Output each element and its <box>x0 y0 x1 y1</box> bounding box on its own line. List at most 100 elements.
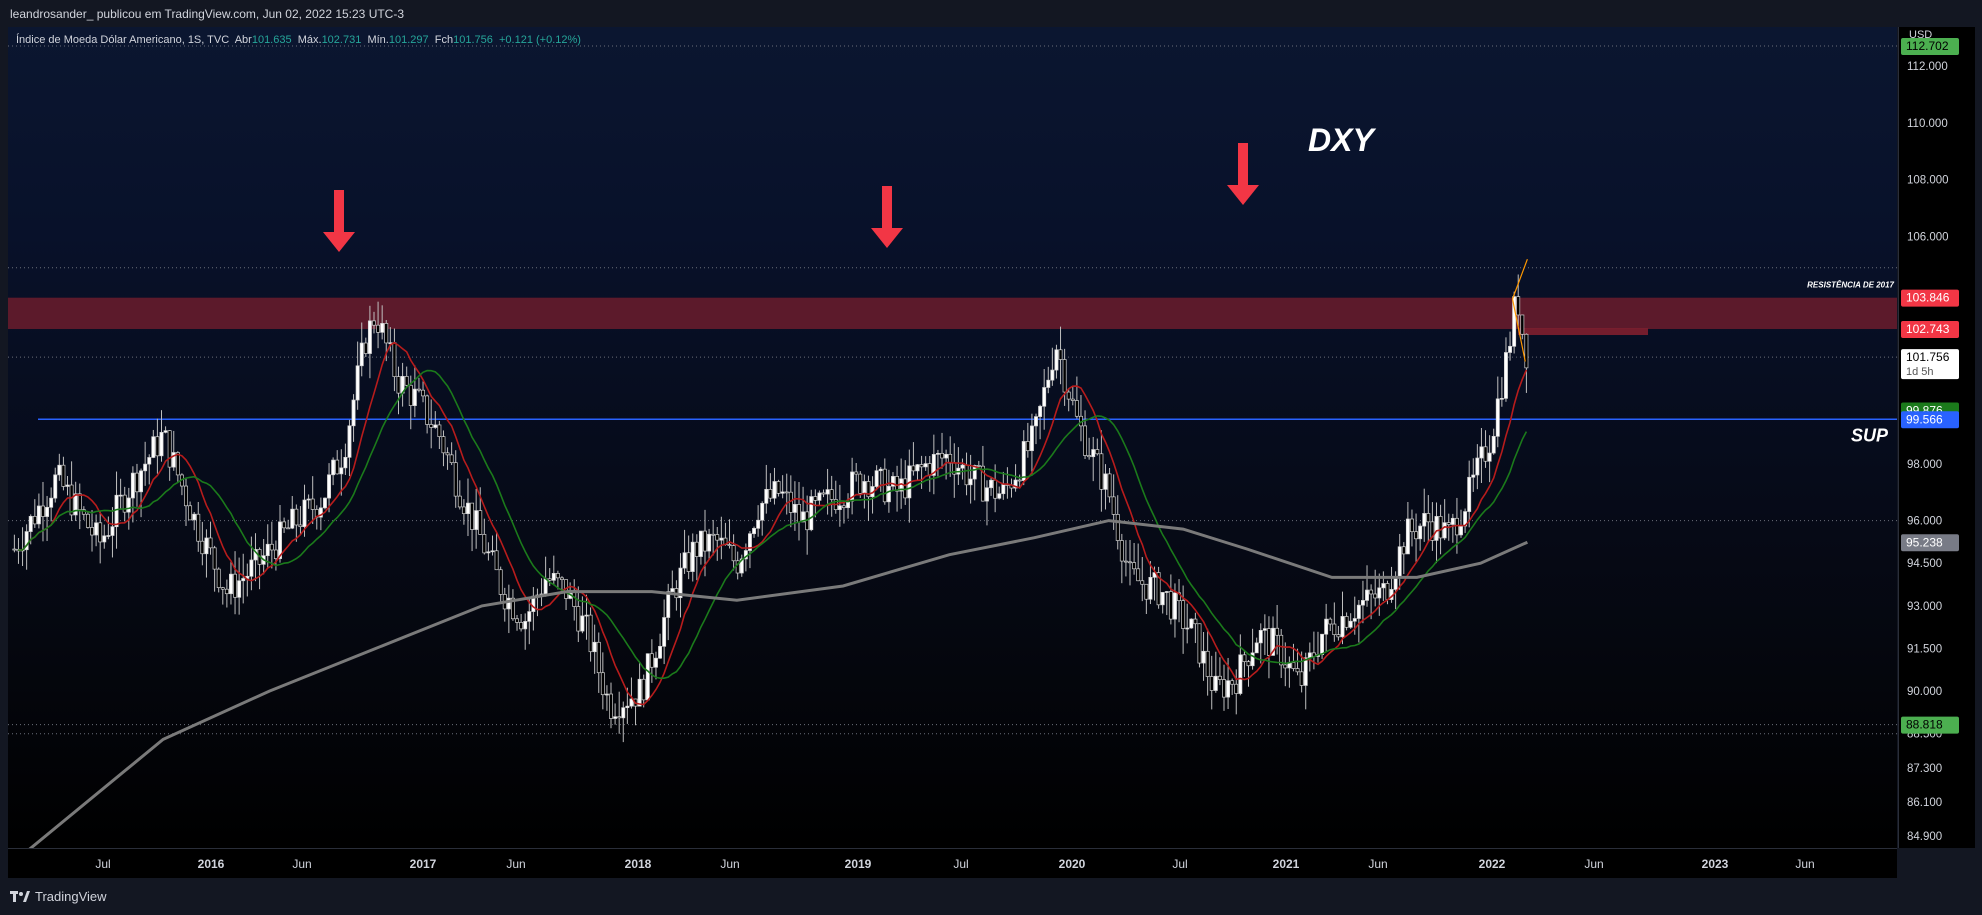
candle-body <box>147 457 152 465</box>
candle-body <box>335 459 340 475</box>
price-label-value: 88.818 <box>1906 718 1943 732</box>
price-scale[interactable]: USD 112.000 110.000 108.000 106.000 98.000 96.… <box>1898 27 1975 848</box>
candle-body <box>130 472 135 499</box>
candle-body <box>1213 675 1218 691</box>
candle-body <box>797 504 801 523</box>
candle-body <box>641 678 646 701</box>
legend-close-label: Fch <box>434 34 454 46</box>
candle-body <box>613 716 618 719</box>
price-label-value: 99.566 <box>1906 412 1943 426</box>
candle-body <box>780 491 785 494</box>
candle-body <box>461 506 466 515</box>
candle-body <box>621 707 626 719</box>
candle-body <box>523 621 528 630</box>
price-tick-label: 87.300 <box>1907 763 1942 775</box>
candle-body <box>576 606 581 632</box>
price-scale-svg[interactable]: USD 112.000 110.000 108.000 106.000 98.000 96.… <box>1899 27 1975 848</box>
candle-body <box>449 454 454 464</box>
candle-body <box>433 424 438 428</box>
candle-body <box>470 502 475 530</box>
candle-body <box>318 507 323 518</box>
candle-body <box>1271 627 1275 656</box>
candle-body <box>776 481 781 494</box>
time-tick-year: 2020 <box>1059 857 1086 871</box>
candle-body <box>629 698 634 707</box>
candle-body <box>1295 668 1300 673</box>
candle-body <box>519 622 524 630</box>
price-label-box <box>1901 349 1959 380</box>
tradingview-logo[interactable]: TradingView <box>10 889 107 904</box>
candle-body <box>617 716 622 719</box>
candle-body <box>1140 580 1145 585</box>
candle-body <box>425 395 430 425</box>
candle-body <box>1356 604 1361 619</box>
candle-body <box>143 463 148 472</box>
candle-body <box>90 527 94 536</box>
candle-body <box>347 425 352 458</box>
candle-body <box>931 454 936 476</box>
arrow-2017 <box>323 190 355 252</box>
time-axis[interactable]: Jul 2016 Jun 2017 Jun 2018 Jun 2019 Jul 2020 Jul 20… <box>8 848 1897 879</box>
candle-body <box>1450 517 1455 525</box>
candle-body <box>1201 650 1206 664</box>
candle-body <box>1495 398 1500 437</box>
candle-body <box>159 432 164 457</box>
candle-body <box>404 376 409 386</box>
candle-body <box>748 533 752 551</box>
candle-body <box>229 573 233 595</box>
candle-body <box>821 492 826 495</box>
candle-body <box>1442 522 1447 539</box>
candle-body <box>829 489 834 500</box>
candle-body <box>490 550 495 553</box>
candle-body <box>1029 425 1034 452</box>
candle-body <box>1189 618 1194 629</box>
candle-body <box>457 495 462 508</box>
candle-body <box>188 505 193 521</box>
price-tick-label: 96.000 <box>1907 516 1942 528</box>
candle-body <box>694 541 699 557</box>
candle-body <box>711 533 716 536</box>
candle-body <box>437 424 442 437</box>
candle-body <box>862 481 867 494</box>
candle-body <box>53 474 58 499</box>
candle-body <box>1156 572 1161 606</box>
resistance-zone-extension <box>1518 328 1648 336</box>
price-label-box <box>1901 534 1959 552</box>
candle-body <box>592 641 597 653</box>
candle-body <box>825 489 830 495</box>
candle-body <box>584 614 589 617</box>
candle-body <box>1025 441 1030 452</box>
candle-body <box>976 465 981 467</box>
price-tick-label: 106.000 <box>1907 231 1949 243</box>
candle-body <box>940 452 944 459</box>
legend-low-label: Mín. <box>367 34 389 46</box>
candle-body <box>1066 391 1071 400</box>
candle-body <box>306 498 311 501</box>
candle-body <box>654 657 658 668</box>
candle-body <box>1128 561 1132 564</box>
candle-body <box>625 705 630 709</box>
time-tick-month: Jun <box>720 857 739 871</box>
support-label: SUP <box>1851 425 1889 445</box>
candle-body <box>359 342 364 367</box>
time-axis-svg[interactable]: Jul 2016 Jun 2017 Jun 2018 Jun 2019 Jul 2020 Jul 20… <box>8 849 1897 879</box>
candle-body <box>441 436 446 454</box>
candle-body <box>1397 546 1402 577</box>
candle-body <box>282 521 287 529</box>
time-tick-year: 2019 <box>845 857 872 871</box>
price-tick-label: 90.000 <box>1907 686 1942 698</box>
price-chart[interactable]: RESISTÊNCIA DE 2017 SUP DXY <box>8 27 1897 848</box>
candle-body <box>351 399 356 427</box>
price-tick-label: 94.500 <box>1907 558 1942 570</box>
candle-body <box>294 508 299 526</box>
candle-body <box>1516 296 1521 316</box>
candle-body <box>118 494 123 497</box>
candle-body <box>98 522 103 543</box>
legend-open: 101.635 <box>251 34 292 46</box>
candle-body <box>809 496 814 531</box>
candle-body <box>1021 441 1026 481</box>
time-tick-month: Jul <box>1172 857 1187 871</box>
candle-body <box>1173 592 1177 620</box>
candle-body <box>1262 628 1267 631</box>
chart-plot-area[interactable]: RESISTÊNCIA DE 2017 SUP DXY <box>8 27 1897 848</box>
